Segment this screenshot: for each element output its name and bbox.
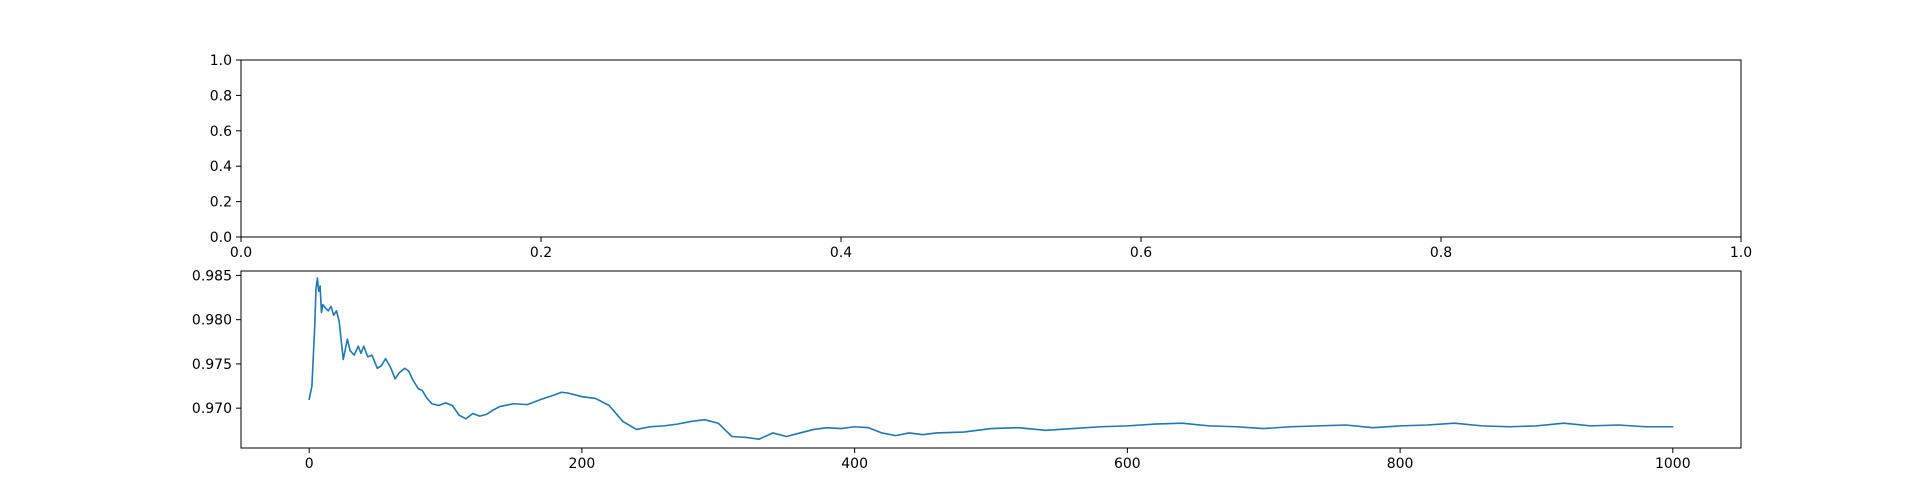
x-tick-label: 0 bbox=[305, 456, 314, 472]
y-tick-label: 0.975 bbox=[192, 357, 232, 373]
x-tick-label: 0.2 bbox=[530, 245, 552, 261]
y-tick-label: 0.8 bbox=[210, 88, 232, 104]
y-tick-label: 0.0 bbox=[210, 230, 232, 246]
x-tick-label: 400 bbox=[841, 456, 868, 472]
axes-frame bbox=[240, 270, 1742, 449]
x-tick-label: 1000 bbox=[1655, 456, 1691, 472]
y-tick-label: 0.985 bbox=[192, 268, 232, 284]
y-tick-label: 0.6 bbox=[210, 124, 232, 140]
series-line-0 bbox=[308, 277, 1674, 440]
bottom-axes: 0 200 400 600 800 1000 0.970 0.975 0.980 0.985 bbox=[192, 268, 1742, 472]
y-tick-label: 0.4 bbox=[210, 159, 232, 175]
y-tick-label: 0.970 bbox=[192, 401, 232, 417]
top-axes: 0.0 0.2 0.4 0.6 0.8 1.0 0.0 0.2 0.4 0.6 0.8 1.0 bbox=[210, 53, 1752, 261]
y-tick-label: 0.2 bbox=[210, 195, 232, 211]
x-tick-label: 0.8 bbox=[1430, 245, 1452, 261]
x-tick-label: 0.4 bbox=[830, 245, 852, 261]
x-tick-label: 0.0 bbox=[230, 245, 252, 261]
y-tick-label: 1.0 bbox=[210, 53, 232, 69]
y-tick-label: 0.980 bbox=[192, 313, 232, 329]
x-tick-label: 1.0 bbox=[1730, 245, 1752, 261]
x-tick-label: 800 bbox=[1387, 456, 1414, 472]
x-tick-label: 600 bbox=[1114, 456, 1141, 472]
x-tick-label: 200 bbox=[569, 456, 596, 472]
axes-frame bbox=[240, 59, 1742, 238]
x-tick-label: 0.6 bbox=[1130, 245, 1152, 261]
